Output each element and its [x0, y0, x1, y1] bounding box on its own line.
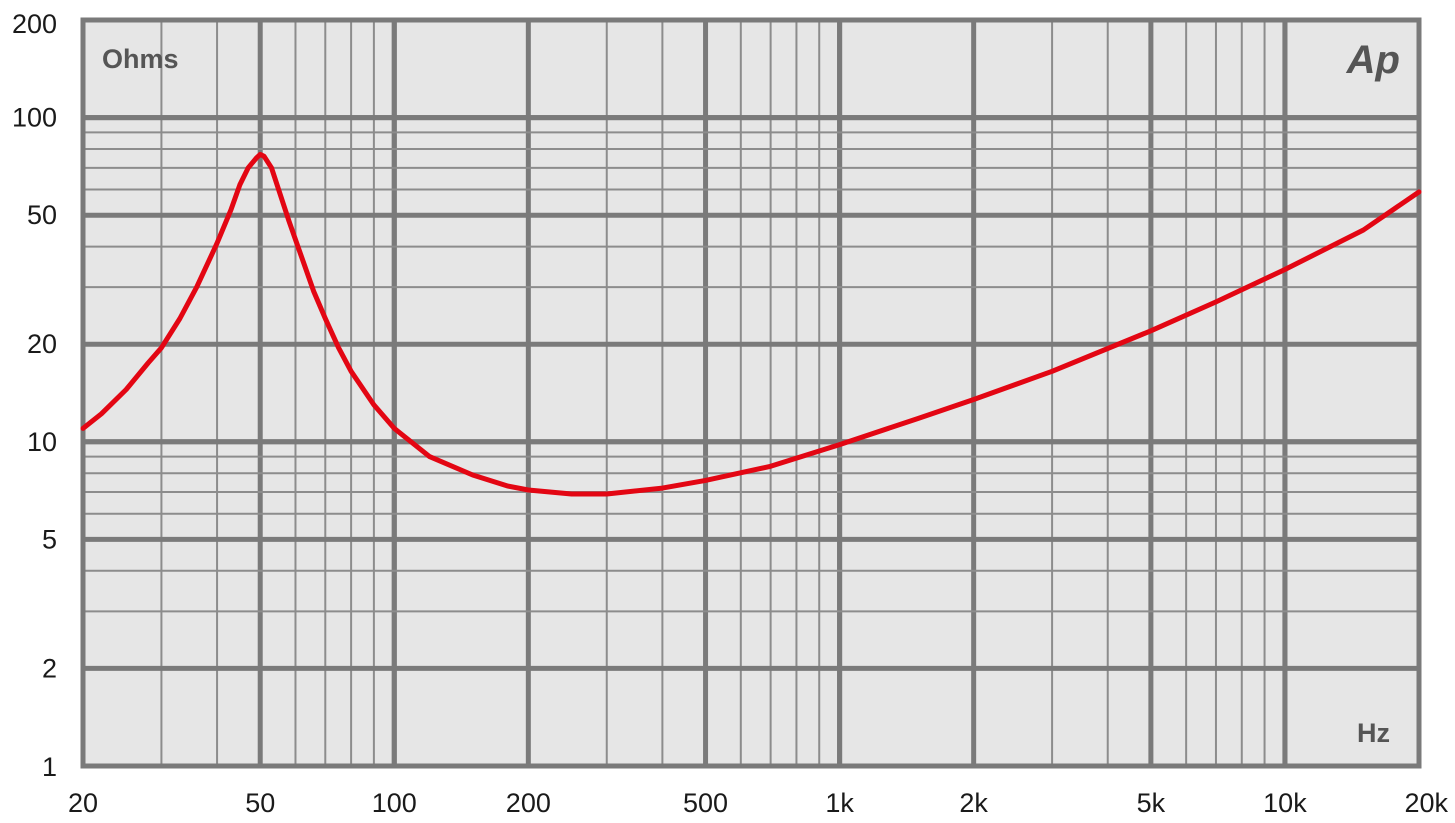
- x-tick-label: 500: [683, 788, 728, 818]
- ap-logo: Ap: [1346, 38, 1400, 82]
- y-tick-label: 50: [27, 200, 57, 230]
- x-tick-label: 5k: [1137, 788, 1166, 818]
- x-tick-label: 2k: [959, 788, 988, 818]
- y-tick-label: 10: [27, 427, 57, 457]
- x-tick-label: 200: [506, 788, 551, 818]
- y-tick-label: 2: [42, 653, 57, 683]
- impedance-curve: [80, 151, 1422, 497]
- x-tick-label: 20: [68, 788, 98, 818]
- plot-background: [83, 20, 1419, 766]
- y-tick-label: 200: [12, 9, 57, 39]
- plot-frame: [80, 17, 1422, 769]
- plot-border: [80, 17, 1422, 769]
- y-axis-tick-labels: 1 2 5 10 20 50 100 200: [12, 9, 57, 782]
- x-tick-label: 100: [372, 788, 417, 818]
- y-tick-label: 100: [12, 103, 57, 133]
- x-tick-label: 1k: [825, 788, 854, 818]
- x-tick-label: 50: [245, 788, 275, 818]
- x-axis-tick-labels: 20 50 100 200 500 1k 2k 5k 10k 20k: [68, 788, 1449, 818]
- x-tick-label: 20k: [1404, 788, 1448, 818]
- y-tick-label: 20: [27, 329, 57, 359]
- x-unit-label: Hz: [1357, 718, 1390, 748]
- y-tick-label: 1: [42, 752, 57, 782]
- grid: [80, 17, 1422, 769]
- x-tick-label: 10k: [1263, 788, 1307, 818]
- y-tick-label: 5: [42, 524, 57, 554]
- y-unit-label: Ohms: [102, 44, 179, 74]
